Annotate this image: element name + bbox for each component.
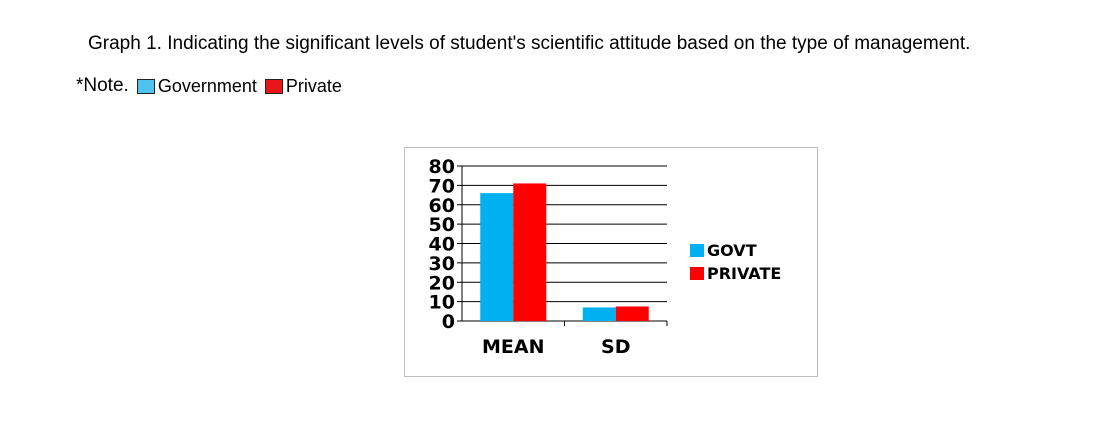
bar-chart: 0 10 20 30 40 50 60 70 80 MEAN SD GOVT PRIVATE [404, 147, 818, 377]
bar-govt-mean [480, 193, 514, 321]
y-tick-label: 50 [429, 214, 455, 236]
government-swatch [136, 78, 155, 94]
y-tick-label: 20 [429, 272, 455, 294]
y-tick-label: 70 [429, 175, 455, 197]
legend-swatch-private [690, 267, 704, 280]
y-tick-label: 80 [429, 156, 455, 178]
legend-label-private: PRIVATE [707, 264, 781, 283]
note-prefix: *Note. [76, 75, 129, 96]
bar-govt-sd [582, 307, 616, 321]
figure-caption: Graph 1. Indicating the significant leve… [88, 33, 970, 55]
y-tick-label: 60 [429, 195, 455, 217]
private-note-label: Private [285, 75, 342, 96]
government-note-label: Government [157, 75, 257, 96]
bar-private-mean [513, 183, 547, 321]
legend-swatch-govt [690, 244, 704, 257]
y-tick-label: 0 [442, 311, 455, 333]
private-swatch [264, 78, 283, 94]
caption-text: Indicating the significant levels of stu… [167, 33, 971, 54]
caption-label: Graph 1. [88, 33, 162, 54]
legend-label-govt: GOVT [707, 241, 757, 260]
bar-private-sd [615, 306, 649, 321]
y-tick-label: 30 [429, 253, 455, 275]
x-category-label: SD [601, 336, 630, 358]
y-tick-label: 10 [429, 292, 455, 314]
x-category-label: MEAN [482, 336, 545, 358]
note-legend: *Note. Government Private [76, 75, 342, 97]
y-tick-label: 40 [429, 234, 455, 256]
